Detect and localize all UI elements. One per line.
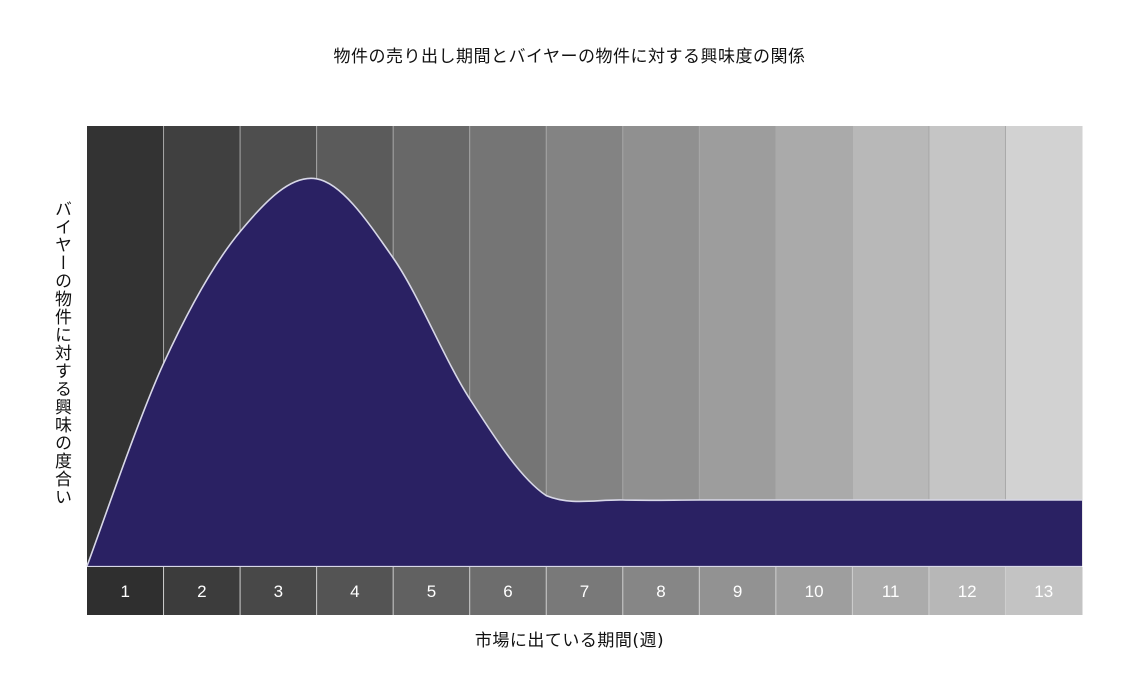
x-axis-cell bbox=[546, 567, 624, 615]
y-axis-label: バイヤーの物件に対する興味の度合い bbox=[51, 200, 71, 506]
x-axis-cell bbox=[775, 567, 853, 615]
week-band bbox=[775, 126, 853, 566]
interest-area-fill bbox=[87, 178, 1082, 566]
x-tick-label: 13 bbox=[1034, 582, 1053, 601]
x-axis-cell bbox=[393, 567, 471, 615]
x-axis-strip bbox=[87, 567, 1083, 615]
x-axis-label: 市場に出ている期間(週) bbox=[474, 631, 665, 651]
x-tick-label: 5 bbox=[427, 582, 436, 601]
x-axis-cell bbox=[699, 567, 777, 615]
week-band bbox=[852, 126, 930, 566]
x-tick-label: 7 bbox=[580, 582, 589, 601]
x-tick-labels: 1 2 3 4 5 6 7 8 9 10 11 12 13 bbox=[121, 582, 1054, 601]
x-axis-cell bbox=[163, 567, 241, 615]
x-axis-cell bbox=[852, 567, 930, 615]
week-band bbox=[928, 126, 1006, 566]
interest-curve-line bbox=[86, 177, 1082, 567]
x-tick-label: 2 bbox=[197, 582, 206, 601]
x-tick-label: 8 bbox=[656, 582, 665, 601]
x-tick-label: 3 bbox=[274, 582, 283, 601]
x-axis-cell bbox=[87, 567, 165, 615]
x-tick-label: 1 bbox=[121, 582, 130, 601]
week-band bbox=[546, 126, 624, 566]
chart-title: 物件の売り出し期間とバイヤーの物件に対する興味度の関係 bbox=[333, 47, 806, 67]
x-tick-label: 11 bbox=[882, 582, 900, 601]
x-tick-label: 4 bbox=[350, 582, 359, 601]
week-band bbox=[1005, 126, 1083, 566]
x-tick-label: 9 bbox=[733, 582, 742, 601]
x-axis-cell bbox=[1005, 567, 1083, 615]
x-tick-label: 10 bbox=[805, 582, 824, 601]
interest-area bbox=[86, 177, 1082, 568]
x-axis-cell bbox=[928, 567, 1006, 615]
x-axis-cell bbox=[469, 567, 547, 615]
week-band bbox=[699, 126, 777, 566]
x-axis-cell bbox=[240, 567, 318, 615]
x-tick-label: 12 bbox=[958, 582, 977, 601]
x-axis-cell bbox=[622, 567, 700, 615]
week-band bbox=[622, 126, 700, 566]
x-axis-cell bbox=[316, 567, 394, 615]
x-tick-label: 6 bbox=[503, 582, 512, 601]
